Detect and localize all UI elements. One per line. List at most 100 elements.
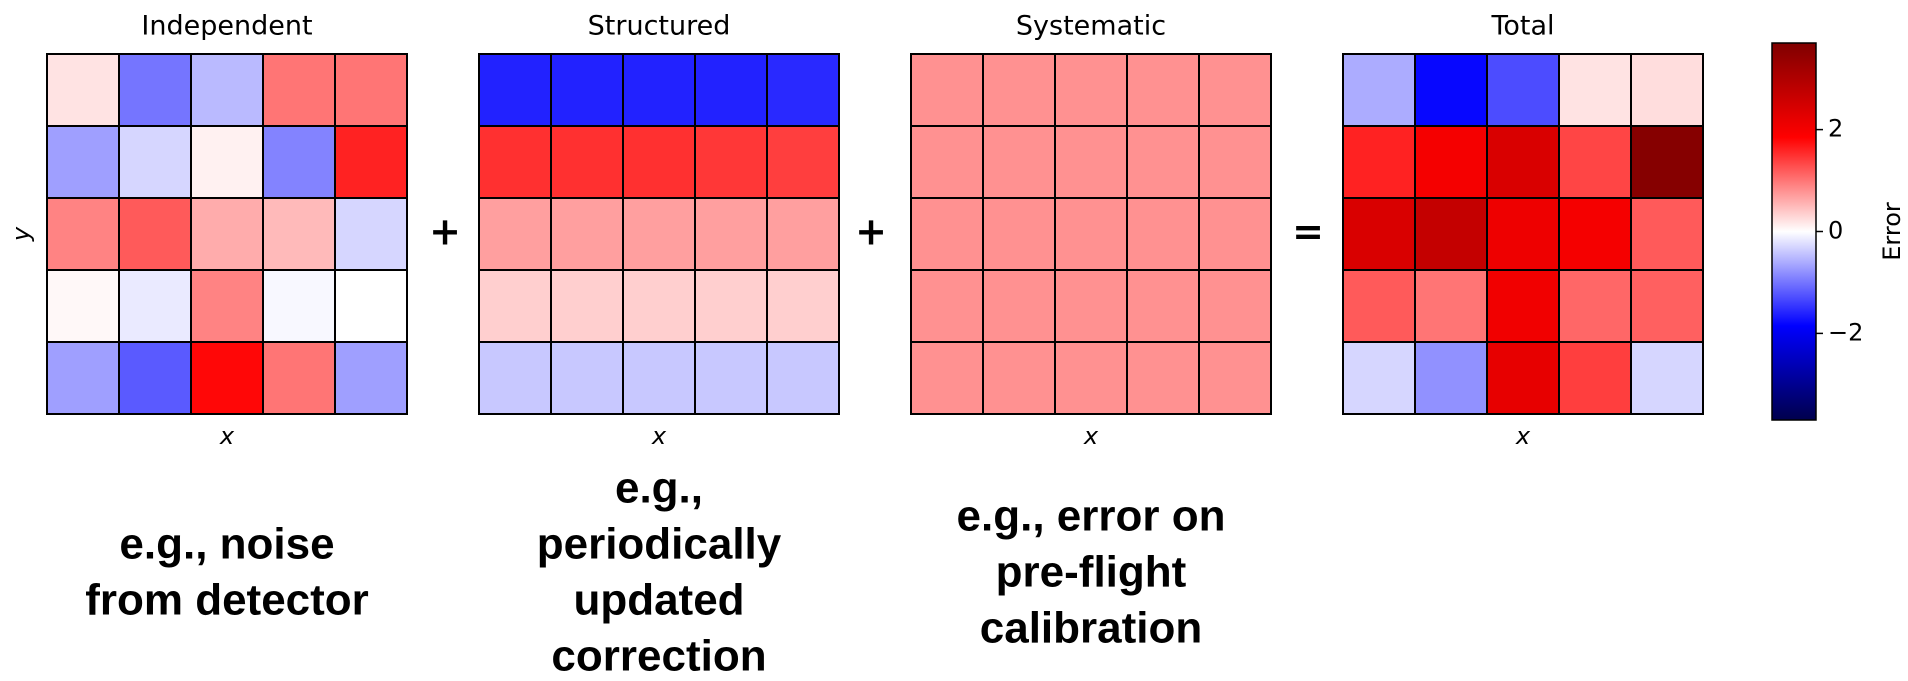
- operator: +: [429, 210, 461, 254]
- heatmap-cell: [334, 125, 408, 199]
- heatmap-cell: [1342, 269, 1416, 343]
- caption-line: calibration: [980, 604, 1203, 653]
- heatmap-cell: [1558, 197, 1632, 271]
- caption-line: updated: [573, 576, 744, 625]
- x-axis-label: x: [219, 422, 235, 450]
- heatmap-cell: [910, 125, 984, 199]
- colorbar-tick-label: −2: [1828, 318, 1863, 346]
- heatmap-cell: [1126, 341, 1200, 415]
- heatmap-cell: [1486, 197, 1560, 271]
- heatmap-cell: [766, 197, 840, 271]
- heatmap-cell: [1630, 197, 1704, 271]
- heatmap-cell: [550, 53, 624, 127]
- heatmap-cell: [1486, 269, 1560, 343]
- heatmap-cell: [982, 125, 1056, 199]
- heatmap-cell: [478, 125, 552, 199]
- heatmap-cell: [1630, 269, 1704, 343]
- heatmap-cell: [1126, 269, 1200, 343]
- heatmap-cell: [262, 269, 336, 343]
- heatmap-cell: [1054, 269, 1128, 343]
- heatmap-cell: [1414, 269, 1488, 343]
- heatmap-cell: [118, 197, 192, 271]
- heatmap-cell: [1342, 197, 1416, 271]
- heatmap-cell: [622, 125, 696, 199]
- colorbar: [1771, 42, 1817, 421]
- heatmap-cell: [766, 341, 840, 415]
- heatmap-cell: [550, 125, 624, 199]
- heatmap-cell: [622, 197, 696, 271]
- heatmap-cell: [190, 53, 264, 127]
- heatmap-cell: [1558, 125, 1632, 199]
- heatmap-cell: [478, 341, 552, 415]
- heatmap-cell: [1198, 341, 1272, 415]
- heatmap-cell: [1486, 125, 1560, 199]
- heatmap-cell: [550, 269, 624, 343]
- heatmap-cell: [118, 125, 192, 199]
- heatmap-cell: [46, 125, 120, 199]
- colorbar-tick-label: 2: [1828, 115, 1843, 143]
- heatmap-cell: [190, 341, 264, 415]
- heatmap-cell: [1342, 125, 1416, 199]
- heatmap-cell: [910, 53, 984, 127]
- heatmap-cell: [1198, 269, 1272, 343]
- heatmap-cell: [910, 269, 984, 343]
- heatmap-cell: [694, 53, 768, 127]
- heatmap-cell: [1414, 341, 1488, 415]
- heatmap-cell: [1054, 125, 1128, 199]
- heatmap-cell: [766, 269, 840, 343]
- caption-line: periodically: [537, 520, 782, 569]
- heatmap-cell: [1342, 53, 1416, 127]
- heatmap-cell: [1630, 341, 1704, 415]
- heatmap-cell: [262, 53, 336, 127]
- caption-line: e.g., noise: [119, 520, 334, 569]
- heatmap-cell: [118, 341, 192, 415]
- heatmap-cell: [46, 53, 120, 127]
- heatmap-cell: [1198, 125, 1272, 199]
- heatmap-cell: [334, 341, 408, 415]
- heatmap-cell: [190, 197, 264, 271]
- heatmap-cell: [1486, 341, 1560, 415]
- heatmap-cell: [1126, 125, 1200, 199]
- y-axis-label: y: [7, 226, 35, 242]
- heatmap-cell: [478, 53, 552, 127]
- panel-title: Systematic: [1016, 11, 1166, 42]
- heatmap-cell: [694, 197, 768, 271]
- x-axis-label: x: [1083, 422, 1099, 450]
- heatmap-cell: [910, 197, 984, 271]
- heatmap-cell: [118, 269, 192, 343]
- heatmap-cell: [766, 125, 840, 199]
- heatmap-cell: [46, 197, 120, 271]
- heatmap-cell: [1198, 197, 1272, 271]
- heatmap-cell: [1054, 197, 1128, 271]
- heatmap-cell: [550, 341, 624, 415]
- heatmap-cell: [622, 341, 696, 415]
- heatmap-cell: [334, 269, 408, 343]
- heatmap-cell: [1126, 53, 1200, 127]
- colorbar-label: Error: [1878, 202, 1906, 261]
- caption-line: correction: [551, 632, 766, 681]
- heatmap-cell: [982, 269, 1056, 343]
- heatmap-cell: [1558, 269, 1632, 343]
- heatmap-cell: [982, 197, 1056, 271]
- heatmap-cell: [46, 269, 120, 343]
- heatmap-cell: [1054, 341, 1128, 415]
- heatmap-cell: [46, 341, 120, 415]
- caption-line: pre-flight: [996, 548, 1187, 597]
- heatmap-cell: [1054, 53, 1128, 127]
- heatmap-cell: [694, 341, 768, 415]
- heatmap-cell: [910, 341, 984, 415]
- heatmap-cell: [622, 269, 696, 343]
- operator: +: [855, 210, 887, 254]
- heatmap-cell: [478, 197, 552, 271]
- heatmap-cell: [622, 53, 696, 127]
- colorbar-tick-label: 0: [1828, 217, 1843, 245]
- heatmap-cell: [1630, 53, 1704, 127]
- panel-title: Independent: [141, 11, 312, 42]
- x-axis-label: x: [651, 422, 667, 450]
- heatmap-cell: [1558, 341, 1632, 415]
- heatmap-cell: [766, 53, 840, 127]
- caption-line: from detector: [85, 576, 369, 625]
- heatmap-cell: [1414, 53, 1488, 127]
- heatmap-cell: [1414, 125, 1488, 199]
